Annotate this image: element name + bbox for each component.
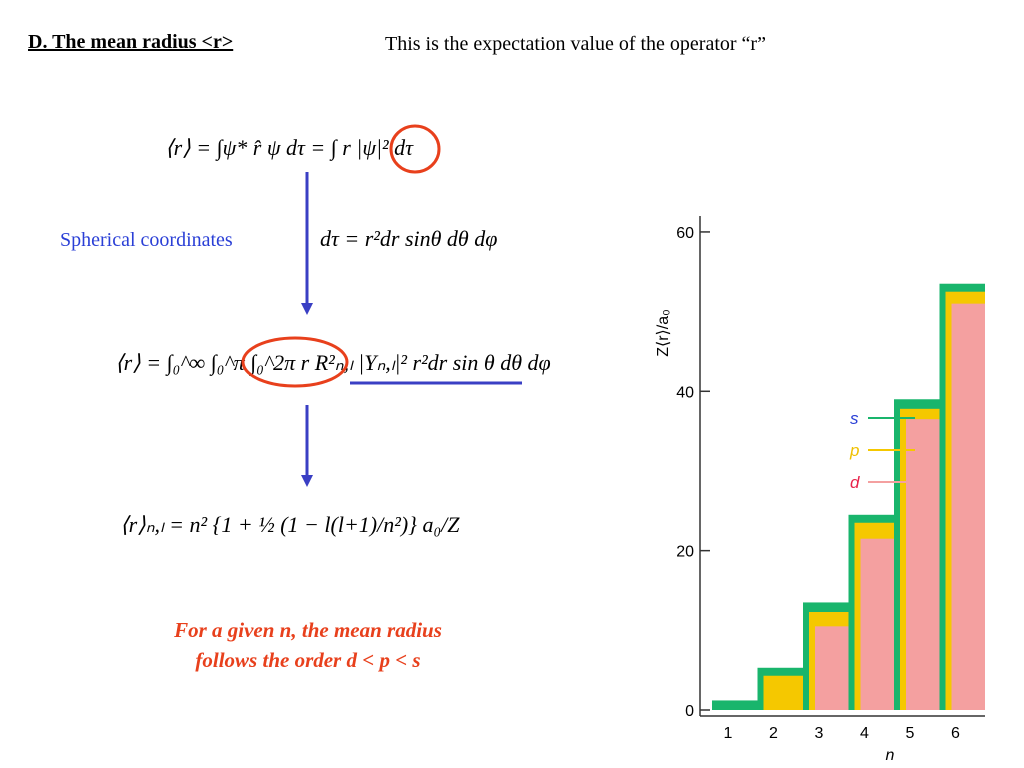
bar bbox=[860, 538, 894, 710]
y-tick-label: 20 bbox=[676, 544, 694, 561]
x-tick-label: 4 bbox=[860, 725, 869, 742]
x-tick-label: 3 bbox=[814, 725, 823, 742]
spherical-label: Spherical coordinates bbox=[60, 229, 233, 251]
bar bbox=[815, 626, 849, 710]
equation-result: ⟨r⟩ₙ,ₗ = n² {1 + ½ (1 − l(l+1)/n²)} a₀/Z bbox=[120, 512, 460, 537]
arrow-head bbox=[301, 475, 313, 487]
x-tick-label: 2 bbox=[769, 725, 778, 742]
y-tick-label: 0 bbox=[685, 703, 694, 720]
arrow-head bbox=[301, 303, 313, 315]
conclusion-line: follows the order d < p < s bbox=[195, 648, 420, 672]
equation-definition: ⟨r⟩ = ∫ψ* r̂ ψ dτ = ∫ r |ψ|² dτ bbox=[165, 135, 414, 161]
bar bbox=[763, 675, 803, 710]
legend-label: p bbox=[849, 441, 859, 460]
note: This is the expectation value of the ope… bbox=[385, 33, 766, 55]
y-tick-label: 60 bbox=[676, 225, 694, 242]
x-tick-label: 5 bbox=[905, 725, 914, 742]
chart: 0 20 40 60 1 2 3 4 5 6 n Z⟨r⟩/a₀ spd bbox=[655, 216, 985, 764]
y-tick-label: 40 bbox=[676, 384, 694, 401]
bar bbox=[712, 700, 758, 710]
equation-spherical: ⟨r⟩ = ∫₀^∞ ∫₀^π ∫₀^2π r R²ₙ,ₗ |Yₙ,ₗ|² r²… bbox=[115, 350, 551, 376]
x-axis-label: n bbox=[886, 747, 895, 764]
y-axis-label: Z⟨r⟩/a₀ bbox=[655, 309, 672, 357]
equation-volume: dτ = r²dr sinθ dθ dφ bbox=[320, 226, 497, 251]
legend-label: d bbox=[850, 473, 860, 492]
heading: D. The mean radius <r> bbox=[28, 31, 233, 53]
x-tick-label: 6 bbox=[951, 725, 960, 742]
highlight-circle bbox=[241, 336, 349, 388]
bar bbox=[951, 303, 985, 710]
highlight-circle bbox=[389, 124, 441, 174]
legend-label: s bbox=[850, 409, 859, 428]
x-tick-label: 1 bbox=[723, 725, 732, 742]
conclusion-line: For a given n, the mean radius bbox=[173, 618, 442, 642]
bar bbox=[906, 419, 940, 710]
